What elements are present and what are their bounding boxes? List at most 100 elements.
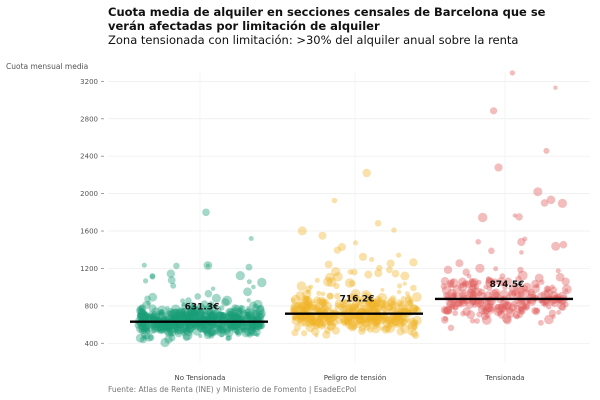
data-point bbox=[379, 316, 387, 324]
data-point bbox=[397, 304, 402, 309]
data-point bbox=[393, 315, 398, 320]
x-category-label: Tensionada bbox=[484, 374, 524, 382]
y-tick-label: 2800 bbox=[80, 115, 98, 123]
data-point bbox=[381, 313, 389, 321]
data-point bbox=[409, 258, 418, 267]
data-point bbox=[404, 291, 410, 297]
data-point bbox=[497, 303, 507, 313]
data-point bbox=[371, 313, 377, 319]
data-point bbox=[243, 287, 252, 297]
data-point bbox=[251, 284, 256, 290]
data-point bbox=[440, 306, 449, 314]
data-point bbox=[383, 324, 391, 333]
data-point bbox=[452, 310, 458, 317]
data-point bbox=[459, 291, 467, 300]
data-point bbox=[370, 297, 377, 305]
data-point bbox=[253, 309, 259, 315]
data-point bbox=[410, 329, 418, 337]
data-point bbox=[218, 321, 226, 329]
data-point bbox=[196, 313, 204, 322]
data-point bbox=[325, 318, 332, 325]
data-point bbox=[355, 307, 361, 313]
data-point bbox=[395, 315, 401, 321]
data-point bbox=[166, 310, 174, 317]
data-point bbox=[166, 321, 171, 327]
data-point bbox=[291, 315, 302, 326]
data-point bbox=[167, 328, 172, 333]
data-point bbox=[354, 303, 360, 309]
data-point bbox=[160, 309, 165, 314]
mean-label: 631.3€ bbox=[185, 303, 220, 313]
data-point bbox=[458, 299, 464, 304]
data-point bbox=[351, 299, 361, 308]
data-point bbox=[318, 314, 325, 321]
data-point bbox=[373, 317, 378, 322]
data-point bbox=[144, 332, 151, 340]
data-point bbox=[487, 306, 495, 314]
data-point bbox=[139, 336, 147, 344]
data-point bbox=[310, 319, 315, 324]
data-point bbox=[172, 312, 180, 320]
data-point bbox=[311, 314, 316, 319]
data-point bbox=[247, 308, 258, 319]
data-point bbox=[386, 299, 395, 308]
data-point bbox=[400, 306, 407, 313]
data-point bbox=[320, 304, 326, 310]
data-point bbox=[535, 283, 540, 288]
data-point bbox=[304, 316, 311, 323]
data-point bbox=[404, 316, 410, 323]
data-point bbox=[141, 323, 151, 333]
data-point bbox=[195, 309, 205, 320]
data-point bbox=[317, 315, 322, 320]
data-point bbox=[364, 301, 371, 309]
data-point bbox=[488, 247, 495, 255]
data-point bbox=[290, 304, 299, 313]
data-point bbox=[446, 279, 455, 288]
data-point bbox=[134, 321, 142, 329]
data-point bbox=[253, 299, 263, 309]
data-point bbox=[475, 239, 482, 245]
data-point bbox=[177, 312, 187, 322]
data-point bbox=[205, 307, 214, 317]
data-point bbox=[390, 313, 400, 323]
data-point bbox=[215, 311, 224, 320]
data-point bbox=[249, 301, 257, 310]
data-point bbox=[299, 306, 306, 312]
data-point bbox=[498, 304, 507, 313]
data-point bbox=[174, 308, 180, 315]
data-point bbox=[341, 315, 351, 325]
data-point bbox=[378, 300, 387, 308]
data-point bbox=[301, 313, 308, 320]
data-point bbox=[316, 314, 321, 319]
data-point bbox=[222, 295, 233, 306]
data-point bbox=[222, 326, 231, 336]
data-point bbox=[477, 291, 483, 297]
data-point bbox=[208, 310, 219, 321]
data-point bbox=[165, 325, 172, 332]
data-point bbox=[473, 284, 480, 290]
data-point bbox=[234, 309, 243, 318]
data-point bbox=[452, 292, 458, 298]
data-point bbox=[210, 313, 217, 321]
data-point bbox=[227, 312, 233, 318]
data-point bbox=[346, 316, 353, 322]
data-point bbox=[351, 307, 357, 313]
data-point bbox=[225, 307, 235, 317]
data-point bbox=[257, 277, 267, 288]
data-point bbox=[548, 309, 557, 317]
data-point bbox=[233, 312, 240, 319]
data-point bbox=[396, 313, 402, 320]
data-point bbox=[301, 300, 312, 311]
data-point bbox=[301, 318, 311, 327]
data-point bbox=[397, 283, 403, 289]
data-point bbox=[210, 286, 216, 291]
data-point bbox=[493, 306, 503, 317]
data-point bbox=[488, 281, 494, 287]
data-point bbox=[173, 311, 182, 321]
data-point bbox=[174, 321, 181, 328]
data-point bbox=[399, 317, 408, 326]
data-point bbox=[325, 315, 333, 324]
data-point bbox=[322, 298, 329, 305]
data-point bbox=[472, 301, 477, 306]
data-point bbox=[172, 308, 180, 317]
